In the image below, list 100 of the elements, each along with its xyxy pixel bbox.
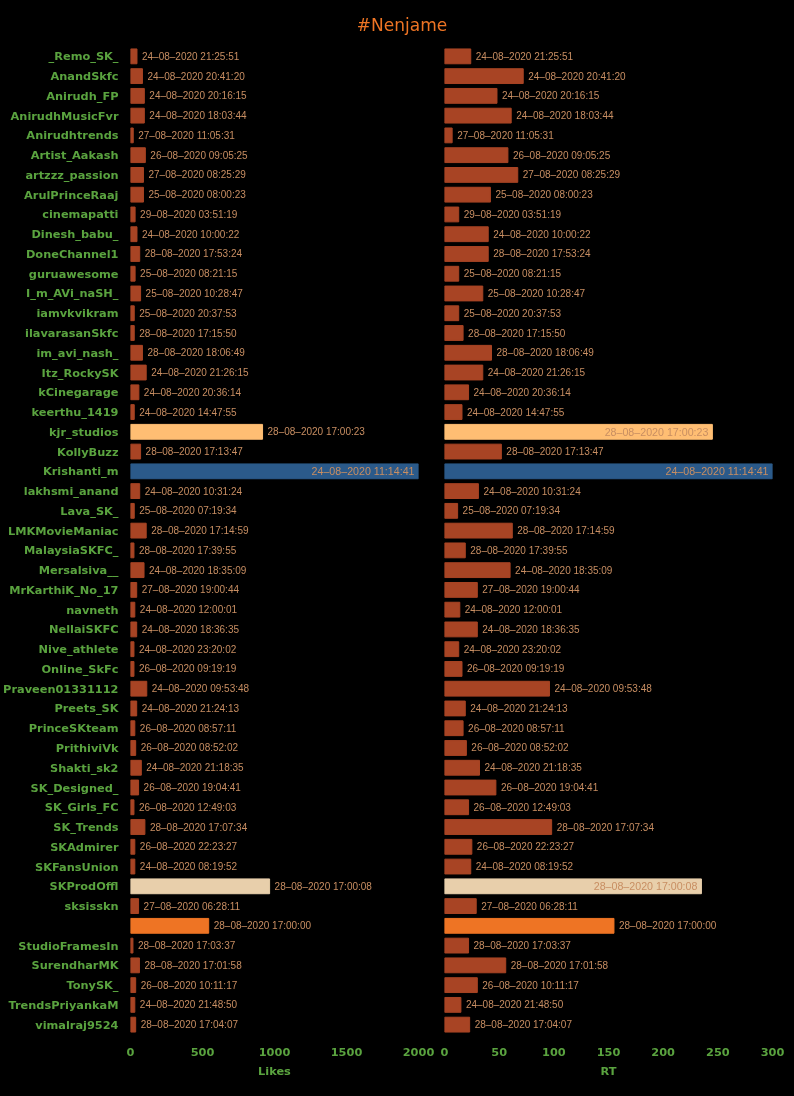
data-label: 25–08–2020 10:28:47 [145, 287, 244, 299]
bar [444, 759, 480, 776]
data-label: 28–08–2020 17:00:08 [274, 880, 373, 892]
bar [130, 325, 135, 341]
x-tick-label: 1000 [258, 1044, 291, 1059]
bar [130, 799, 135, 816]
bar [130, 167, 144, 183]
bar [444, 147, 509, 164]
data-label: 25–08–2020 20:37:53 [139, 307, 237, 319]
bar [444, 779, 497, 796]
y-tick-label: guruawesome [28, 266, 119, 281]
bar [130, 127, 134, 144]
bar [130, 87, 145, 104]
bar [444, 107, 512, 124]
bar [444, 246, 489, 262]
data-label: 24–08–2020 08:19:52 [139, 861, 238, 873]
data-label: 24–08–2020 18:36:35 [141, 623, 240, 635]
y-tick-label: AnandSkfc [50, 69, 119, 84]
bar [130, 404, 135, 420]
bar [130, 206, 136, 223]
data-label: 25–08–2020 07:19:34 [462, 505, 561, 517]
y-tick-label: Artist_Aakash [30, 148, 119, 163]
y-tick-label: MrKarthiK_No_17 [9, 582, 119, 597]
bar [444, 226, 489, 243]
data-label: 28–08–2020 17:07:34 [556, 821, 655, 833]
bar [130, 898, 140, 914]
data-label: 24–08–2020 21:48:50 [465, 999, 564, 1011]
data-label: 29–08–2020 03:51:19 [463, 208, 562, 220]
data-label: 25–08–2020 08:21:15 [463, 268, 562, 280]
data-label: 27–08–2020 08:25:29 [522, 169, 621, 181]
data-label: 24–08–2020 18:03:44 [149, 110, 248, 122]
bar [444, 661, 463, 677]
y-tick-label: sksisskn [64, 899, 119, 914]
data-label: 27–08–2020 19:00:44 [482, 584, 581, 596]
bar [444, 206, 460, 223]
y-tick-label: Shakti_sk2 [49, 760, 119, 775]
bar [130, 483, 141, 500]
data-label: 28–08–2020 17:03:37 [473, 940, 572, 952]
data-label: 27–08–2020 19:00:44 [141, 584, 240, 596]
data-label: 25–08–2020 08:00:23 [495, 189, 594, 201]
x-tick-label: 250 [706, 1044, 730, 1059]
data-label: 24–08–2020 21:48:50 [139, 999, 238, 1011]
y-tick-label: Praveen01331112 [3, 681, 119, 696]
data-label: 26–08–2020 12:49:03 [473, 801, 572, 813]
data-label: 24–08–2020 10:00:22 [141, 228, 240, 240]
data-label: 28–08–2020 17:39:55 [138, 544, 237, 556]
data-label: 24–08–2020 18:03:44 [516, 110, 614, 122]
bar [130, 581, 138, 598]
bar [444, 285, 484, 302]
y-tick-label: SK_Trends [53, 820, 119, 835]
y-tick-label: vimalraj9524 [35, 1017, 119, 1032]
data-label: 26–08–2020 12:49:03 [138, 801, 237, 813]
y-tick-label: StudioFramesIn [18, 938, 119, 953]
y-tick-label: iamvkvikram [36, 306, 119, 321]
chart-title: #Nenjame [356, 14, 448, 37]
data-label: 28–08–2020 17:00:00 [618, 920, 717, 932]
x-axis-title: RT [600, 1063, 617, 1078]
y-tick-label: lakhsmi_anand [23, 484, 119, 499]
bar [130, 680, 148, 697]
bar [444, 364, 484, 381]
bar [444, 601, 461, 618]
data-label: 24–08–2020 20:36:14 [143, 386, 242, 398]
y-tick-label: Anirudhtrends [26, 128, 119, 143]
data-label: 24–08–2020 14:47:55 [466, 406, 565, 418]
bar [130, 858, 136, 875]
bar [130, 443, 142, 460]
y-tick-label: Anirudh_FP [46, 88, 119, 103]
data-label: 24–08–2020 20:16:15 [501, 90, 600, 102]
data-label: 28–08–2020 17:53:24 [493, 248, 591, 260]
bar [444, 621, 478, 638]
data-label: 24–08–2020 21:26:15 [487, 367, 586, 379]
y-tick-label: Dinesh_babu_ [31, 227, 119, 242]
bar [444, 344, 493, 361]
bar [444, 542, 466, 559]
y-tick-label: DoneChannel1 [25, 246, 119, 261]
data-label: 26–08–2020 09:05:25 [512, 149, 611, 161]
bar [444, 186, 491, 203]
data-label: 26–08–2020 10:11:17 [482, 979, 580, 991]
data-label: 26–08–2020 19:04:41 [500, 782, 599, 794]
data-label: 27–08–2020 11:05:31 [457, 129, 555, 141]
data-label: 28–08–2020 17:53:24 [144, 248, 243, 260]
bar [444, 483, 479, 500]
data-label: 26–08–2020 08:52:02 [140, 742, 239, 754]
bar [444, 127, 453, 144]
bar [444, 917, 615, 934]
bar [130, 542, 135, 559]
data-label: 24–08–2020 21:25:51 [475, 50, 574, 62]
data-label: 28–08–2020 18:06:49 [496, 347, 595, 359]
data-label: 26–08–2020 09:19:19 [466, 663, 565, 675]
data-label: 24–08–2020 21:18:35 [146, 762, 245, 774]
data-label: 24–08–2020 11:14:41 [311, 465, 415, 478]
bar [130, 759, 142, 776]
data-label: 24–08–2020 08:19:52 [475, 861, 574, 873]
x-axis-title: Likes [258, 1063, 292, 1078]
data-label: 26–08–2020 10:11:17 [140, 979, 238, 991]
bar [130, 226, 138, 243]
y-tick-label: SK_Designed_ [30, 780, 119, 795]
data-label: 28–08–2020 17:01:58 [144, 959, 243, 971]
data-label: 28–08–2020 17:07:34 [149, 821, 248, 833]
bar [444, 937, 470, 954]
